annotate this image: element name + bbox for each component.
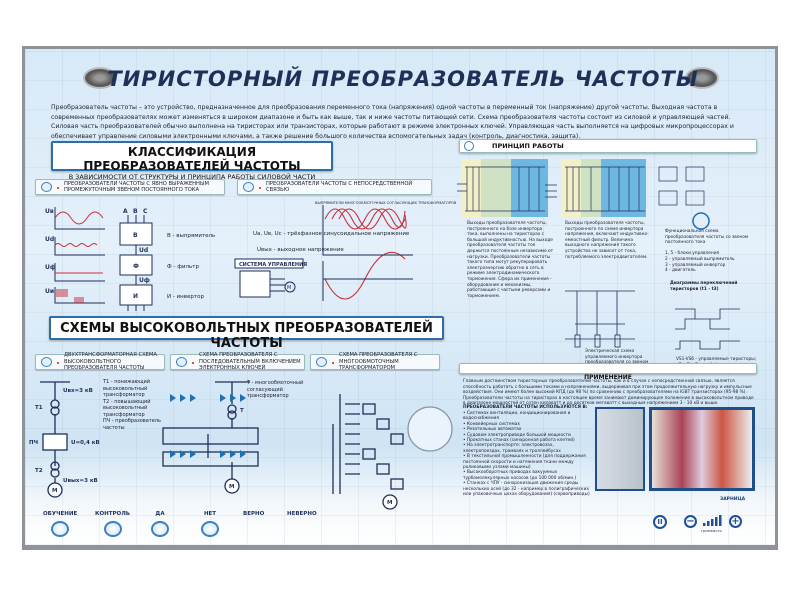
- volume-bar: [707, 521, 710, 526]
- button-icon: [151, 521, 169, 537]
- screw-left: [83, 67, 117, 89]
- training-button[interactable]: ОБУЧЕНИЕ: [43, 511, 77, 537]
- converter-schematics: [457, 159, 710, 230]
- volume-bar: [711, 519, 714, 526]
- screw-right: [685, 67, 719, 89]
- application-text: Главным достоинством тиристорных преобра…: [463, 379, 754, 407]
- volume-down-button[interactable]: −: [684, 515, 697, 528]
- graph-label: Uв: [45, 208, 54, 215]
- classification-header: КЛАССИФИКАЦИЯ ПРЕОБРАЗОВАТЕЛЕЙ ЧАСТОТЫ В…: [51, 141, 333, 181]
- page-title: ТИРИСТОРНЫЙ ПРЕОБРАЗОВАТЕЛЬ ЧАСТОТЫ: [107, 67, 699, 91]
- volume-label: громкость: [701, 528, 722, 533]
- volume-bar: [703, 523, 706, 526]
- motor-label: M: [52, 488, 57, 494]
- incorrect-label: НЕВЕРНО: [287, 511, 317, 517]
- motor-label: M: [229, 484, 234, 490]
- hv-item-two-transformer[interactable]: ДВУХТРАНСФОРМАТОРНАЯ СХЕМА ВЫСОКОВОЛЬТНО…: [35, 352, 165, 371]
- direct-desc: Uвых - выходное напряжение: [257, 247, 344, 253]
- hv-header: СХЕМЫ ВЫСОКОВОЛЬТНЫХ ПРЕОБРАЗОВАТЕЛЕЙ ЧА…: [49, 316, 444, 351]
- control-system-label: СИСТЕМА УПРАВЛЕНИЯ: [239, 262, 307, 268]
- direct-caption: ВЫПРЯМИТЕЛИ МНОГООБМОТОЧНЫХ СОГЛАСУЮЩИХ …: [315, 201, 457, 205]
- classification-item-direct[interactable]: ПРЕОБРАЗОВАТЕЛИ ЧАСТОТЫ С НЕПОСРЕДСТВЕНН…: [237, 179, 432, 195]
- hv-diagrams: Uвх=3 кВ Т1 ПЧ U=0,4 кВ Т2 Uвых=3 кВ Т M…: [29, 381, 453, 510]
- application-list-title: ПРЕОБРАЗОВАТЕЛИ ЧАСТОТЫ ИСПОЛЬЗУЮТСЯ В:: [463, 405, 588, 410]
- hv-legend-1: Т1 - понижающий высоковольтный трансформ…: [103, 379, 161, 431]
- motor-label: M: [287, 285, 291, 291]
- photo-cabinet-closed: [595, 407, 645, 491]
- application-header[interactable]: ПРИМЕНЕНИЕ: [459, 363, 757, 381]
- hv-label: ПЧ: [29, 440, 38, 446]
- button-icon: [103, 521, 122, 537]
- block-label: Ф: [133, 263, 139, 270]
- principle-header[interactable]: ПРИНЦИП РАБОТЫ: [459, 139, 757, 153]
- radio-icon: [316, 357, 327, 367]
- classification-item-dc-link[interactable]: ПРЕОБРАЗОВАТЕЛИ ЧАСТОТЫ С ЯВНО ВЫРАЖЕННЫ…: [35, 179, 225, 195]
- brand-logo: ЗАРНИЦА: [720, 497, 746, 502]
- photo-cabinet-open: [649, 407, 755, 491]
- no-button[interactable]: НЕТ: [201, 511, 219, 537]
- volume-bar: [715, 517, 718, 526]
- hv-item-series-keys[interactable]: СХЕМА ПРЕОБРАЗОВАТЕЛЯ С ПОСЛЕДОВАТЕЛЬНЫМ…: [170, 352, 305, 371]
- volume-bar: [719, 515, 722, 526]
- hv-label: Т2: [35, 468, 43, 474]
- timing-caption: Диаграммы переключений тиристоров (t1 - …: [670, 281, 738, 292]
- graph-label: Uф: [45, 264, 56, 271]
- legend-text: Ф - фильтр: [167, 264, 199, 270]
- principle-title: ПРИНЦИП РАБОТЫ: [492, 142, 564, 150]
- legend-text: В - выпрямитель: [167, 233, 215, 239]
- principle-text-current: Выходы преобразователя частоты, построен…: [467, 221, 554, 299]
- functional-legend: Функциональная схема преобразователя час…: [665, 229, 749, 274]
- graph-label: Uи: [45, 288, 54, 295]
- hv-title: СХЕМЫ ВЫСОКОВОЛЬТНЫХ ПРЕОБРАЗОВАТЕЛЕЙ ЧА…: [60, 321, 433, 351]
- hv-legend-2: Т - многообмоточный согласующий трансфор…: [247, 380, 304, 399]
- hv-label: Т: [240, 408, 244, 414]
- hv-label: Uвх=3 кВ: [63, 388, 93, 394]
- pause-button[interactable]: II: [653, 515, 667, 529]
- phase-label: B: [133, 208, 138, 215]
- principle-text-voltage: Выходы преобразователя частоты, построен…: [565, 221, 649, 260]
- classification-subtitle: В ЗАВИСИМОСТИ ОТ СТРУКТУРЫ И ПРИНЦИПА РА…: [68, 173, 316, 181]
- legend-text: И - инвертор: [167, 294, 204, 300]
- yes-button[interactable]: ДА: [151, 511, 169, 537]
- block-label: И: [133, 293, 138, 300]
- button-icon: [201, 521, 219, 537]
- correct-label: ВЕРНО: [243, 511, 265, 517]
- radio-icon: [464, 141, 474, 151]
- direct-desc: Uа, Uв, Uс - трёхфазное синусоидальное н…: [253, 231, 410, 237]
- block-label: Uф: [139, 277, 150, 284]
- volume-level-icon: [703, 515, 722, 526]
- graph-label: Ud: [45, 236, 54, 243]
- phase-label: C: [143, 208, 148, 215]
- volume-up-button[interactable]: +: [729, 515, 742, 528]
- hv-item-multiwinding[interactable]: СХЕМА ПРЕОБРАЗОВАТЕЛЯ С МНОГООБМОТОЧНЫМ …: [310, 352, 440, 371]
- radio-icon: [243, 182, 254, 192]
- radio-icon: [41, 182, 52, 192]
- control-button[interactable]: КОНТРОЛЬ: [95, 511, 130, 537]
- application-title: ПРИМЕНЕНИЕ: [584, 374, 632, 381]
- button-icon: [51, 521, 70, 537]
- hv-label: Uвых=3 кВ: [63, 478, 98, 484]
- hv-label: U=0,4 кВ: [71, 440, 100, 446]
- block-label: Ud: [139, 247, 148, 254]
- intro-text: Преобразователь частоты – это устройство…: [51, 104, 734, 140]
- phase-label: A: [123, 208, 128, 215]
- block-label: В: [133, 232, 138, 239]
- poster-board: ТИРИСТОРНЫЙ ПРЕОБРАЗОВАТЕЛЬ ЧАСТОТЫ Прео…: [22, 46, 778, 550]
- classification-title: КЛАССИФИКАЦИЯ ПРЕОБРАЗОВАТЕЛЕЙ ЧАСТОТЫ: [83, 145, 301, 173]
- radio-icon: [41, 357, 52, 367]
- application-list: Системах вентиляции, кондиционирования и…: [463, 411, 591, 498]
- radio-icon: [176, 357, 187, 367]
- hv-label: Т1: [35, 405, 43, 411]
- motor-label: M: [387, 500, 392, 506]
- inverter-and-timing: [565, 290, 740, 350]
